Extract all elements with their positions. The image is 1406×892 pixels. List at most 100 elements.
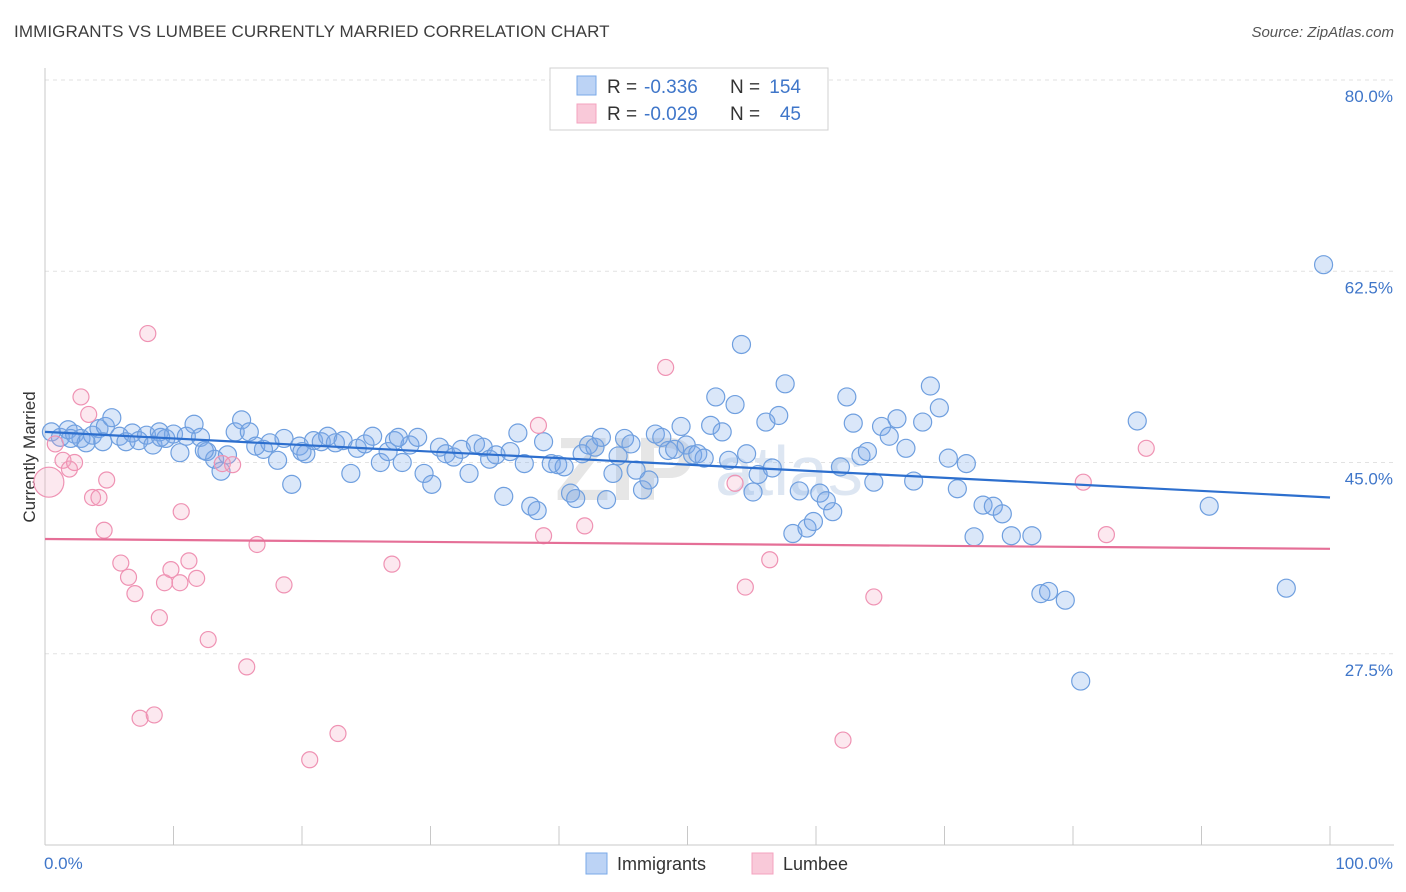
lumbee-point (46, 435, 64, 453)
immigrants-point (388, 427, 408, 447)
immigrants-point (514, 453, 534, 474)
lumbee-point (761, 551, 779, 569)
legend-r-label-2: R = (607, 104, 637, 125)
immigrants-point (896, 438, 916, 458)
legend-swatch-lumbee (576, 103, 597, 124)
immigrants-point (585, 437, 605, 457)
immigrants-point (823, 502, 843, 522)
legend-n-label-1: N = (730, 77, 760, 98)
immigrants-point (665, 439, 685, 459)
immigrants-point (904, 471, 924, 491)
immigrants-point (913, 412, 933, 432)
lumbee-point (95, 521, 113, 539)
immigrants-point (864, 472, 884, 492)
immigrants-point (843, 413, 863, 433)
immigrants-point (956, 453, 976, 474)
legend-r-value-2: -0.029 (644, 104, 698, 125)
immigrants-point (414, 463, 434, 484)
immigrants-point (500, 441, 520, 462)
lumbee-point (657, 358, 675, 377)
watermark: ZIP atlas (555, 420, 863, 520)
immigrants-point (408, 427, 428, 447)
immigrants-point (737, 444, 757, 464)
immigrants-point (239, 422, 259, 442)
immigrants-point (947, 479, 967, 499)
immigrants-point (1199, 496, 1219, 516)
lumbee-point (1097, 526, 1116, 544)
lumbee-point (80, 405, 98, 424)
immigrants-point (658, 440, 678, 461)
y-axis-label: Currently Married (20, 391, 39, 522)
immigrants-point (194, 440, 214, 461)
lumbee-point (162, 560, 180, 579)
immigrants-point (1276, 578, 1296, 598)
immigrants-point (282, 474, 302, 494)
y-tick-label: 62.5% (1345, 278, 1393, 297)
lumbee-point (65, 453, 84, 472)
immigrants-point (621, 434, 641, 454)
immigrants-point (731, 334, 752, 355)
axis-ticks: 27.5% 45.0% 62.5% 80.0% 0.0% 100.0% (44, 87, 1393, 873)
immigrants-point (378, 441, 398, 462)
immigrants-point (938, 448, 958, 468)
lumbee-point (98, 471, 116, 489)
lumbee-point (172, 503, 190, 521)
immigrants-point (775, 374, 795, 394)
legend-r-value-1: -0.336 (644, 77, 698, 98)
immigrants-point (816, 491, 836, 511)
immigrants-point (671, 416, 691, 437)
immigrants-point (392, 452, 412, 473)
immigrants-point (527, 500, 547, 521)
immigrants-point (102, 408, 122, 428)
watermark-atlas: atlas (715, 432, 863, 510)
immigrants-point (267, 450, 288, 470)
lumbee-point (248, 535, 266, 554)
lumbee-point (126, 585, 144, 603)
immigrants-point (1022, 526, 1042, 546)
lumbee-point (238, 658, 256, 676)
immigrants-point (603, 463, 623, 484)
bottom-legend-lumbee: Lumbee (783, 854, 848, 874)
bottom-legend-swatch-immigrants (585, 852, 608, 875)
axes (44, 68, 1394, 846)
lumbee-point (145, 706, 163, 724)
immigrants-point (920, 376, 940, 396)
immigrants-point (554, 457, 574, 477)
immigrants-point (857, 441, 878, 462)
lumbee-point (529, 416, 548, 434)
immigrants-point (217, 445, 238, 465)
immigrants-trend-line (44, 430, 1331, 499)
immigrants-point (1313, 255, 1334, 275)
immigrants-point (929, 398, 949, 418)
lumbee-point (736, 578, 754, 596)
lumbee-point (131, 709, 149, 727)
lumbee-point (224, 456, 242, 474)
immigrants-point (837, 387, 857, 407)
lumbee-point (726, 474, 744, 492)
legend-r-label-1: R = (607, 77, 637, 98)
lumbee-points (33, 324, 1155, 769)
immigrants-point (566, 488, 586, 509)
lumbee-point (329, 724, 347, 743)
immigrants-point (508, 423, 528, 443)
immigrants-point (789, 481, 809, 501)
x-tick-label: 100.0% (1335, 854, 1393, 873)
immigrants-point (712, 422, 732, 442)
immigrants-point (743, 482, 763, 502)
immigrants-point (232, 410, 252, 430)
immigrants-point (992, 504, 1012, 524)
y-tick-label: 80.0% (1345, 87, 1393, 106)
lumbee-point (834, 731, 852, 749)
lumbee-point (139, 324, 157, 343)
immigrants-point (769, 405, 789, 426)
immigrants-point (719, 450, 739, 470)
immigrants-point (725, 394, 745, 415)
lumbee-point (199, 630, 217, 649)
lumbee-point (1074, 473, 1092, 491)
immigrants-point (748, 464, 768, 485)
immigrants-point (93, 432, 113, 452)
lumbee-point (171, 574, 189, 592)
immigrants-point (292, 441, 312, 462)
immigrants-point (1071, 671, 1091, 691)
